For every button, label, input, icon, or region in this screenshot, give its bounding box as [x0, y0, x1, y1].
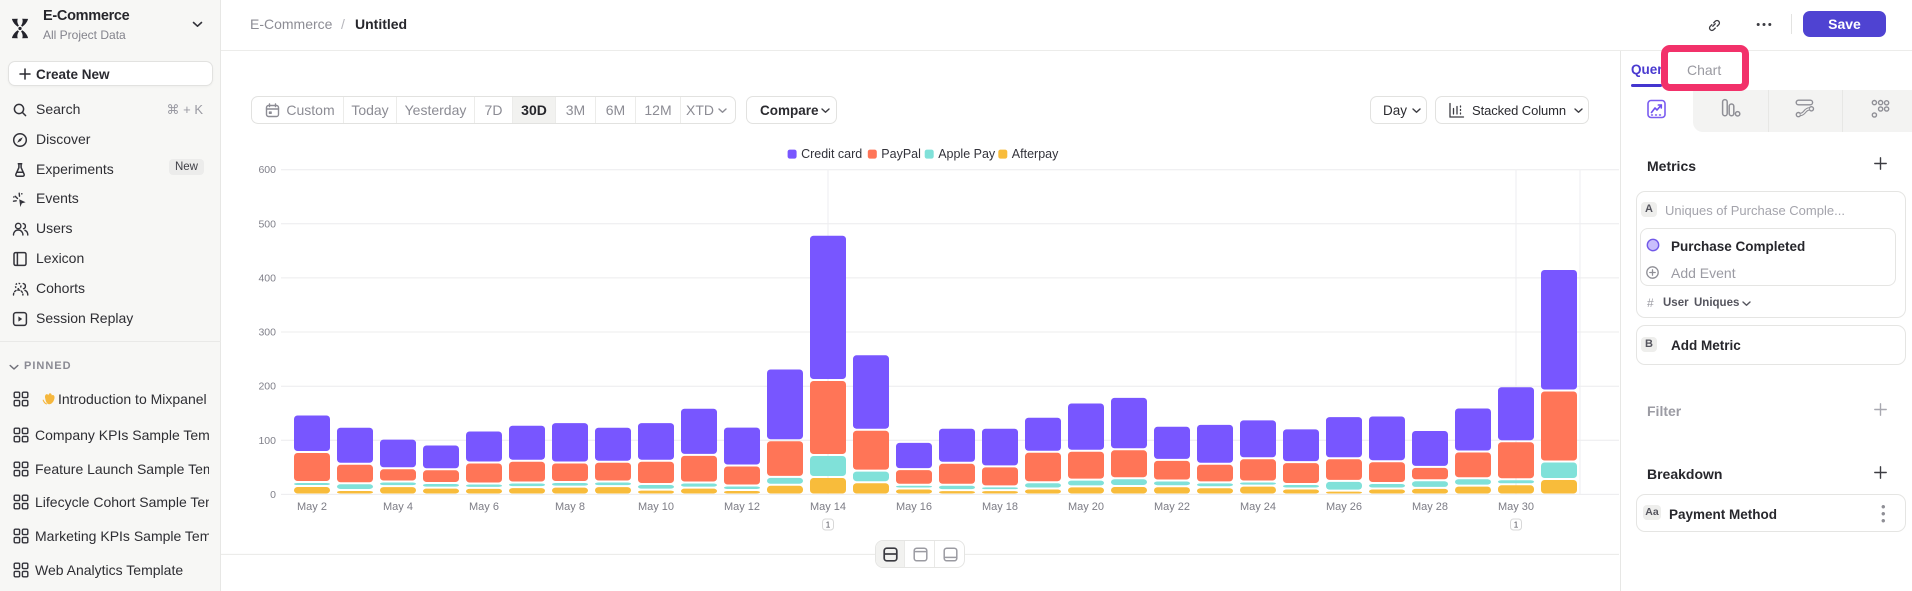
svg-text:May 4: May 4	[383, 501, 413, 513]
svg-text:Apple Pay: Apple Pay	[938, 147, 996, 161]
svg-text:100: 100	[258, 435, 276, 447]
svg-text:May 22: May 22	[1154, 501, 1190, 513]
svg-text:May 26: May 26	[1326, 501, 1362, 513]
svg-text:May 28: May 28	[1412, 501, 1448, 513]
svg-text:May 30: May 30	[1498, 501, 1534, 513]
svg-text:500: 500	[258, 218, 276, 230]
svg-text:300: 300	[258, 327, 276, 339]
svg-text:May 14: May 14	[810, 501, 846, 513]
svg-text:May 16: May 16	[896, 501, 932, 513]
svg-text:May 12: May 12	[724, 501, 760, 513]
svg-text:400: 400	[258, 272, 276, 284]
svg-text:600: 600	[258, 164, 276, 176]
svg-text:May 10: May 10	[638, 501, 674, 513]
svg-text:May 8: May 8	[555, 501, 585, 513]
svg-text:200: 200	[258, 381, 276, 393]
svg-text:Credit card: Credit card	[801, 147, 862, 161]
svg-text:May 2: May 2	[297, 501, 327, 513]
svg-text:1: 1	[826, 520, 831, 530]
svg-text:May 18: May 18	[982, 501, 1018, 513]
svg-text:May 24: May 24	[1240, 501, 1276, 513]
svg-text:May 20: May 20	[1068, 501, 1104, 513]
svg-text:PayPal: PayPal	[881, 147, 921, 161]
svg-text:1: 1	[1514, 520, 1519, 530]
svg-text:Afterpay: Afterpay	[1012, 147, 1059, 161]
svg-text:0: 0	[270, 489, 276, 501]
svg-text:May 6: May 6	[469, 501, 499, 513]
